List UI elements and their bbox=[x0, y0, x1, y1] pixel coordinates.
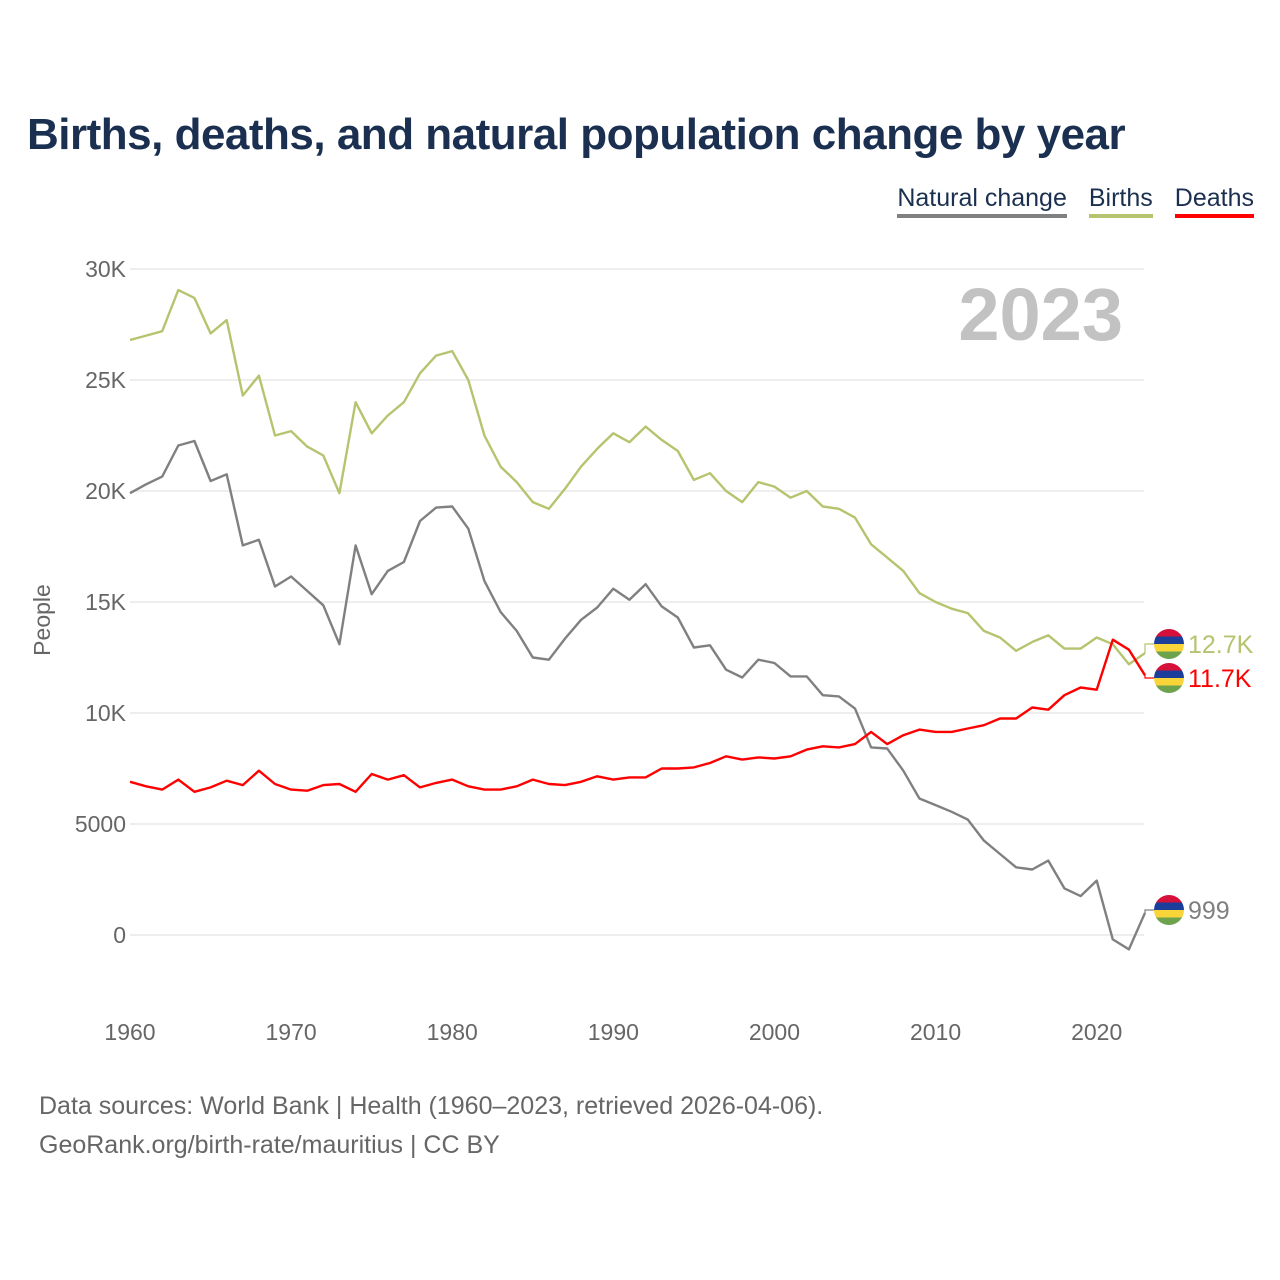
end-value-label: 11.7K bbox=[1188, 665, 1252, 693]
legend-births[interactable]: Births bbox=[1088, 184, 1153, 218]
y-tick-label: 0 bbox=[113, 922, 126, 948]
footer: Data sources: World Bank | Health (1960–… bbox=[39, 1087, 823, 1165]
year-watermark: 2023 bbox=[958, 273, 1123, 356]
y-tick-label: 5000 bbox=[75, 811, 126, 837]
x-tick-label: 2020 bbox=[1071, 1019, 1122, 1045]
end-value-label: 12.7K bbox=[1188, 631, 1254, 659]
y-axis-label: People bbox=[29, 584, 55, 656]
x-tick-label: 2010 bbox=[910, 1019, 961, 1045]
y-tick-label: 30K bbox=[85, 256, 127, 282]
legend: Natural change Births Deaths bbox=[897, 184, 1254, 218]
mauritius-flag-icon bbox=[1154, 629, 1184, 659]
y-tick-label: 20K bbox=[85, 478, 127, 504]
series-line-deaths bbox=[129, 638, 1147, 793]
y-tick-label: 15K bbox=[85, 589, 127, 615]
mauritius-flag-icon bbox=[1154, 895, 1184, 925]
series-line-births bbox=[129, 288, 1146, 666]
legend-deaths[interactable]: Deaths bbox=[1174, 184, 1254, 218]
legend-natural-change[interactable]: Natural change bbox=[897, 184, 1067, 218]
mauritius-flag-icon bbox=[1154, 663, 1184, 693]
end-connector bbox=[1144, 643, 1155, 654]
series-line-natural-change bbox=[129, 439, 1147, 951]
footer-sources: Data sources: World Bank | Health (1960–… bbox=[39, 1092, 824, 1120]
x-tick-label: 1980 bbox=[427, 1019, 478, 1045]
y-tick-label: 25K bbox=[85, 367, 127, 393]
x-tick-label: 2000 bbox=[749, 1019, 800, 1045]
end-value-label: 999 bbox=[1188, 897, 1230, 925]
x-tick-label: 1960 bbox=[104, 1019, 155, 1045]
x-tick-label: 1990 bbox=[588, 1019, 639, 1045]
footer-attribution[interactable]: GeoRank.org/birth-rate/mauritius | CC BY bbox=[39, 1131, 500, 1159]
x-tick-label: 1970 bbox=[266, 1019, 317, 1045]
y-tick-label: 10K bbox=[85, 700, 127, 726]
end-connector bbox=[1144, 675, 1155, 679]
chart-title: Births, deaths, and natural population c… bbox=[27, 110, 1126, 159]
end-connector bbox=[1144, 909, 1155, 913]
